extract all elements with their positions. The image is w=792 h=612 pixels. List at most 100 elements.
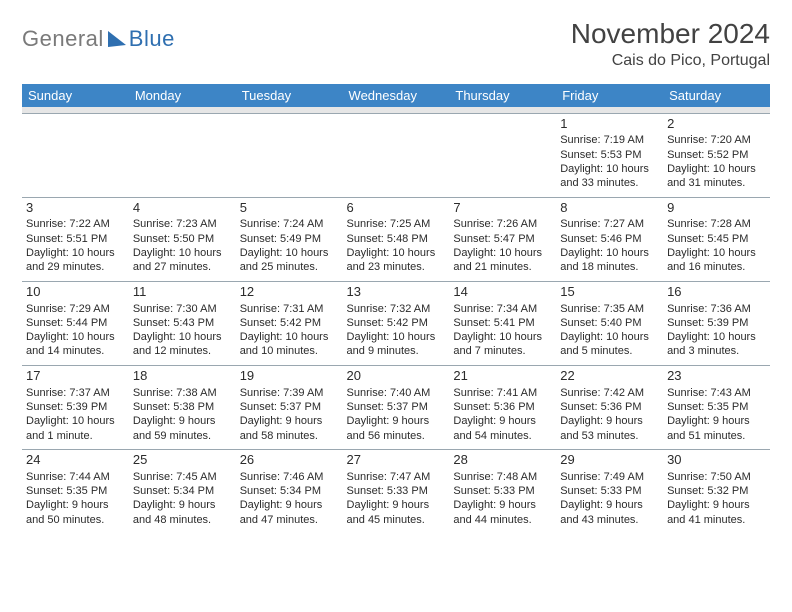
daylight-text: and 18 minutes. [560, 260, 659, 274]
daylight-text: and 7 minutes. [453, 344, 552, 358]
sunset-text: Sunset: 5:34 PM [240, 484, 339, 498]
calendar-day-cell: 8Sunrise: 7:27 AMSunset: 5:46 PMDaylight… [556, 197, 663, 281]
sunrise-text: Sunrise: 7:36 AM [667, 302, 766, 316]
sunrise-text: Sunrise: 7:39 AM [240, 386, 339, 400]
day-number: 23 [667, 368, 766, 385]
day-number: 1 [560, 116, 659, 133]
daylight-text: Daylight: 10 hours [26, 414, 125, 428]
calendar-day-cell: 22Sunrise: 7:42 AMSunset: 5:36 PMDayligh… [556, 365, 663, 449]
calendar-empty-cell [22, 113, 129, 197]
calendar-day-cell: 19Sunrise: 7:39 AMSunset: 5:37 PMDayligh… [236, 365, 343, 449]
daylight-text: Daylight: 9 hours [347, 498, 446, 512]
sunset-text: Sunset: 5:45 PM [667, 232, 766, 246]
sunset-text: Sunset: 5:33 PM [560, 484, 659, 498]
sunrise-text: Sunrise: 7:34 AM [453, 302, 552, 316]
weekday-header: Sunday [22, 84, 129, 107]
day-number: 19 [240, 368, 339, 385]
sunrise-text: Sunrise: 7:48 AM [453, 470, 552, 484]
daylight-text: and 59 minutes. [133, 429, 232, 443]
daylight-text: Daylight: 9 hours [667, 414, 766, 428]
daylight-text: Daylight: 9 hours [347, 414, 446, 428]
sunset-text: Sunset: 5:44 PM [26, 316, 125, 330]
weekday-header: Tuesday [236, 84, 343, 107]
brand-flag-icon [108, 29, 126, 47]
daylight-text: Daylight: 9 hours [240, 414, 339, 428]
sunrise-text: Sunrise: 7:32 AM [347, 302, 446, 316]
daylight-text: Daylight: 10 hours [26, 330, 125, 344]
daylight-text: Daylight: 10 hours [26, 246, 125, 260]
day-number: 27 [347, 452, 446, 469]
sunset-text: Sunset: 5:39 PM [26, 400, 125, 414]
sunset-text: Sunset: 5:50 PM [133, 232, 232, 246]
sunset-text: Sunset: 5:42 PM [240, 316, 339, 330]
daylight-text: Daylight: 10 hours [667, 246, 766, 260]
sunrise-text: Sunrise: 7:47 AM [347, 470, 446, 484]
calendar-empty-cell [449, 113, 556, 197]
day-number: 3 [26, 200, 125, 217]
daylight-text: and 5 minutes. [560, 344, 659, 358]
daylight-text: and 53 minutes. [560, 429, 659, 443]
sunset-text: Sunset: 5:35 PM [26, 484, 125, 498]
calendar-day-cell: 25Sunrise: 7:45 AMSunset: 5:34 PMDayligh… [129, 449, 236, 533]
sunset-text: Sunset: 5:48 PM [347, 232, 446, 246]
day-number: 7 [453, 200, 552, 217]
sunset-text: Sunset: 5:42 PM [347, 316, 446, 330]
day-number: 5 [240, 200, 339, 217]
sunrise-text: Sunrise: 7:27 AM [560, 217, 659, 231]
daylight-text: and 29 minutes. [26, 260, 125, 274]
calendar-day-cell: 7Sunrise: 7:26 AMSunset: 5:47 PMDaylight… [449, 197, 556, 281]
sunrise-text: Sunrise: 7:25 AM [347, 217, 446, 231]
location-text: Cais do Pico, Portugal [571, 52, 770, 70]
sunset-text: Sunset: 5:40 PM [560, 316, 659, 330]
weekday-header-row: Sunday Monday Tuesday Wednesday Thursday… [22, 84, 770, 107]
calendar-week-row: 17Sunrise: 7:37 AMSunset: 5:39 PMDayligh… [22, 365, 770, 449]
calendar-day-cell: 13Sunrise: 7:32 AMSunset: 5:42 PMDayligh… [343, 281, 450, 365]
weekday-header: Saturday [663, 84, 770, 107]
calendar-day-cell: 15Sunrise: 7:35 AMSunset: 5:40 PMDayligh… [556, 281, 663, 365]
daylight-text: Daylight: 10 hours [560, 246, 659, 260]
daylight-text: and 1 minute. [26, 429, 125, 443]
calendar-day-cell: 6Sunrise: 7:25 AMSunset: 5:48 PMDaylight… [343, 197, 450, 281]
day-number: 8 [560, 200, 659, 217]
page-header: General Blue November 2024 Cais do Pico,… [22, 18, 770, 76]
weekday-header: Thursday [449, 84, 556, 107]
daylight-text: Daylight: 10 hours [560, 330, 659, 344]
calendar-page: General Blue November 2024 Cais do Pico,… [0, 0, 792, 551]
daylight-text: and 45 minutes. [347, 513, 446, 527]
sunrise-text: Sunrise: 7:30 AM [133, 302, 232, 316]
brand-text-blue: Blue [129, 26, 175, 52]
sunrise-text: Sunrise: 7:46 AM [240, 470, 339, 484]
daylight-text: Daylight: 9 hours [560, 498, 659, 512]
sunset-text: Sunset: 5:52 PM [667, 148, 766, 162]
calendar-day-cell: 23Sunrise: 7:43 AMSunset: 5:35 PMDayligh… [663, 365, 770, 449]
daylight-text: and 41 minutes. [667, 513, 766, 527]
daylight-text: and 56 minutes. [347, 429, 446, 443]
calendar-day-cell: 14Sunrise: 7:34 AMSunset: 5:41 PMDayligh… [449, 281, 556, 365]
daylight-text: Daylight: 10 hours [347, 246, 446, 260]
sunset-text: Sunset: 5:47 PM [453, 232, 552, 246]
sunrise-text: Sunrise: 7:50 AM [667, 470, 766, 484]
sunrise-text: Sunrise: 7:40 AM [347, 386, 446, 400]
sunset-text: Sunset: 5:33 PM [453, 484, 552, 498]
day-number: 20 [347, 368, 446, 385]
calendar-day-cell: 21Sunrise: 7:41 AMSunset: 5:36 PMDayligh… [449, 365, 556, 449]
calendar-day-cell: 2Sunrise: 7:20 AMSunset: 5:52 PMDaylight… [663, 113, 770, 197]
calendar-day-cell: 5Sunrise: 7:24 AMSunset: 5:49 PMDaylight… [236, 197, 343, 281]
calendar-day-cell: 30Sunrise: 7:50 AMSunset: 5:32 PMDayligh… [663, 449, 770, 533]
calendar-table: Sunday Monday Tuesday Wednesday Thursday… [22, 84, 770, 533]
daylight-text: and 58 minutes. [240, 429, 339, 443]
daylight-text: Daylight: 10 hours [560, 162, 659, 176]
day-number: 17 [26, 368, 125, 385]
brand-logo: General Blue [22, 26, 175, 52]
calendar-day-cell: 1Sunrise: 7:19 AMSunset: 5:53 PMDaylight… [556, 113, 663, 197]
sunset-text: Sunset: 5:32 PM [667, 484, 766, 498]
calendar-day-cell: 29Sunrise: 7:49 AMSunset: 5:33 PMDayligh… [556, 449, 663, 533]
calendar-week-row: 24Sunrise: 7:44 AMSunset: 5:35 PMDayligh… [22, 449, 770, 533]
sunrise-text: Sunrise: 7:43 AM [667, 386, 766, 400]
sunset-text: Sunset: 5:36 PM [453, 400, 552, 414]
sunrise-text: Sunrise: 7:23 AM [133, 217, 232, 231]
sunset-text: Sunset: 5:46 PM [560, 232, 659, 246]
sunrise-text: Sunrise: 7:37 AM [26, 386, 125, 400]
sunset-text: Sunset: 5:53 PM [560, 148, 659, 162]
calendar-week-row: 3Sunrise: 7:22 AMSunset: 5:51 PMDaylight… [22, 197, 770, 281]
